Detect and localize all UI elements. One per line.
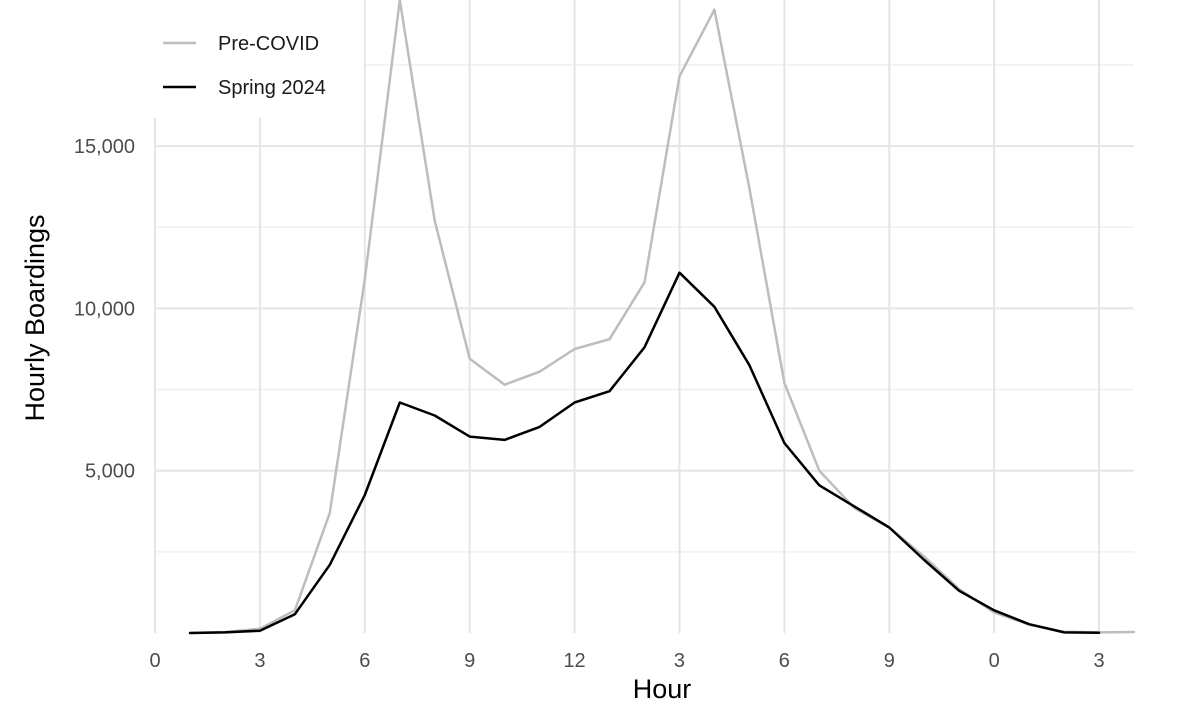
y-tick-label: 10,000: [74, 298, 135, 320]
legend-background: [152, 0, 364, 118]
x-tick-label: 6: [779, 650, 790, 672]
x-tick-label: 0: [989, 650, 1000, 672]
legend-label-spring-2024: Spring 2024: [218, 77, 326, 99]
x-axis-ticks: 0 3 6 9 12 3 6 9 0 3: [149, 650, 1104, 672]
x-tick-label: 3: [674, 650, 685, 672]
x-tick-label: 12: [563, 650, 585, 672]
x-tick-label: 9: [464, 650, 475, 672]
y-tick-label: 5,000: [85, 461, 135, 483]
x-tick-label: 0: [149, 650, 160, 672]
y-axis-ticks: 5,000 10,000 15,000: [74, 136, 135, 483]
y-tick-label: 15,000: [74, 136, 135, 158]
series-lines: [188, 0, 1136, 635]
y-axis-title: Hourly Boardings: [20, 214, 50, 421]
x-axis-title: Hour: [633, 674, 692, 704]
x-tick-label: 3: [1093, 650, 1104, 672]
legend: Pre-COVID Spring 2024: [152, 0, 364, 118]
x-tick-label: 3: [254, 650, 265, 672]
x-tick-label: 6: [359, 650, 370, 672]
series-line-spring-2024: [188, 271, 1101, 635]
x-tick-label: 9: [884, 650, 895, 672]
legend-label-pre-covid: Pre-COVID: [218, 33, 319, 55]
